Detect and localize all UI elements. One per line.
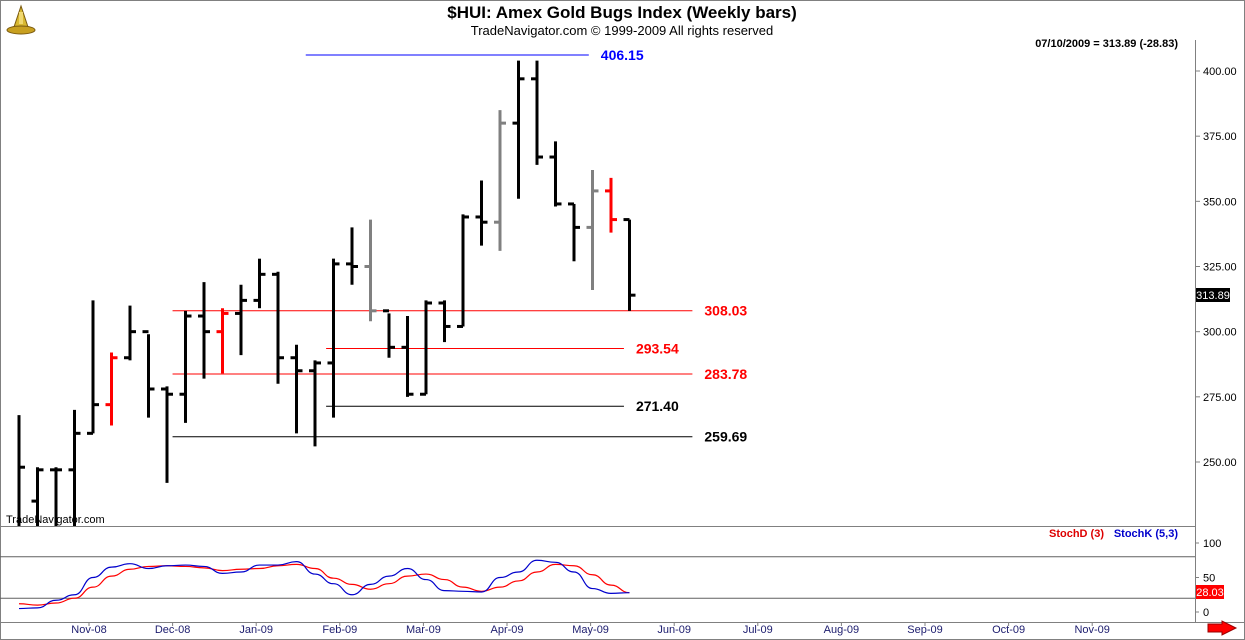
ohlc-bar [50, 467, 62, 526]
ohlc-bar [475, 180, 488, 246]
ohlc-bar [161, 386, 173, 483]
date-tick-label: Nov-08 [71, 624, 106, 636]
level-label: 308.03 [704, 303, 747, 319]
ohlc-bar [531, 60, 543, 165]
last-price-label: 313.89 [1196, 290, 1230, 302]
ohlc-bar [586, 170, 599, 290]
date-tick-label: Sep-09 [907, 624, 942, 636]
price-tick-label: 375.00 [1203, 131, 1237, 143]
date-tick-label: Aug-09 [824, 624, 859, 636]
ohlc-bar [605, 177, 617, 233]
stoch-k-line [18, 559, 630, 610]
level-label: 293.54 [636, 341, 679, 357]
ohlc-bar [87, 300, 99, 435]
ohlc-bar [235, 284, 247, 356]
stochastic-panel: 100 50 0 [0, 538, 1221, 619]
date-tick-label: Feb-09 [322, 624, 357, 636]
level-label: 283.78 [704, 366, 747, 382]
stoch-tick-label: 0 [1203, 607, 1209, 619]
date-tick-label: May-09 [572, 624, 609, 636]
ohlc-bar [457, 214, 469, 328]
date-tick-label: Jan-09 [239, 624, 273, 636]
chart-subtitle: TradeNavigator.com © 1999-2009 All right… [471, 23, 773, 38]
stoch-d-legend: StochD (3) [1049, 528, 1104, 540]
ohlc-bar [253, 258, 266, 309]
price-tick-label: 250.00 [1203, 457, 1237, 469]
last-price-box [1196, 288, 1230, 302]
stoch-tick-label: 100 [1203, 538, 1221, 550]
price-bars-clipped [17, 60, 636, 526]
price-bars [17, 60, 636, 526]
stoch-tick-label: 50 [1203, 573, 1215, 585]
date-tick-label: Apr-09 [490, 624, 523, 636]
stoch-last-label: 28.03 [1196, 587, 1224, 599]
ohlc-bar [327, 258, 340, 418]
ohlc-bar [568, 202, 580, 262]
ohlc-bar [623, 218, 636, 311]
date-tick-label: Mar-09 [406, 624, 441, 636]
chart-title: $HUI: Amex Gold Bugs Index (Weekly bars) [447, 3, 797, 22]
ohlc-bar [290, 344, 303, 434]
ohlc-bar [105, 352, 118, 426]
ohlc-bar [438, 300, 451, 343]
ohlc-bar [17, 415, 25, 526]
header-readout: 07/10/2009 = 313.89 (-28.83) [1035, 38, 1178, 50]
price-tick-label: 300.00 [1203, 327, 1237, 339]
ohlc-bar [179, 310, 192, 423]
ohlc-bar [124, 305, 136, 361]
level-label: 406.15 [601, 47, 644, 63]
level-lines: 406.15 308.03 293.54 283.78 271.40 259.69 [172, 47, 747, 445]
price-tick-label: 350.00 [1203, 196, 1237, 208]
ohlc-bar [383, 309, 395, 358]
ohlc-bar [512, 60, 525, 199]
ohlc-bar [401, 316, 414, 397]
ohlc-bar [31, 467, 44, 526]
level-label: 259.69 [704, 429, 747, 445]
ohlc-bar [309, 360, 321, 447]
ohlc-bar [420, 300, 432, 396]
date-tick-label: Nov-09 [1074, 624, 1109, 636]
ohlc-bar [198, 282, 210, 379]
ohlc-bar [364, 219, 377, 322]
scroll-right-arrow-icon[interactable] [1207, 620, 1238, 636]
ohlc-bar [216, 308, 229, 374]
date-axis-ticks: Nov-08 Dec-08 Jan-09 Feb-09 Mar-09 Apr-09 May-… [71, 622, 1110, 636]
stoch-last-box [1196, 585, 1224, 599]
price-tick-label: 325.00 [1203, 262, 1237, 274]
ohlc-bar [272, 271, 284, 384]
ohlc-bar [346, 227, 358, 285]
date-tick-label: Dec-08 [155, 624, 190, 636]
tradenavigator-logo [4, 4, 38, 36]
ohlc-bar [549, 141, 562, 207]
price-tick-label: 275.00 [1203, 392, 1237, 404]
stoch-d-line [18, 563, 630, 606]
date-tick-label: Jul-09 [743, 624, 773, 636]
price-tick-label: 400.00 [1203, 66, 1237, 78]
price-axis-ticks: 250.00 275.00 300.00 325.00 350.00 375.00 400.… [1195, 66, 1237, 469]
date-tick-label: Oct-09 [992, 624, 1025, 636]
ohlc-bar [494, 110, 506, 251]
date-tick-label: Jun-09 [657, 624, 691, 636]
ohlc-bar [68, 409, 81, 526]
stoch-k-legend: StochK (5,3) [1114, 528, 1179, 540]
ohlc-bar [142, 330, 155, 418]
level-label: 271.40 [636, 398, 679, 414]
